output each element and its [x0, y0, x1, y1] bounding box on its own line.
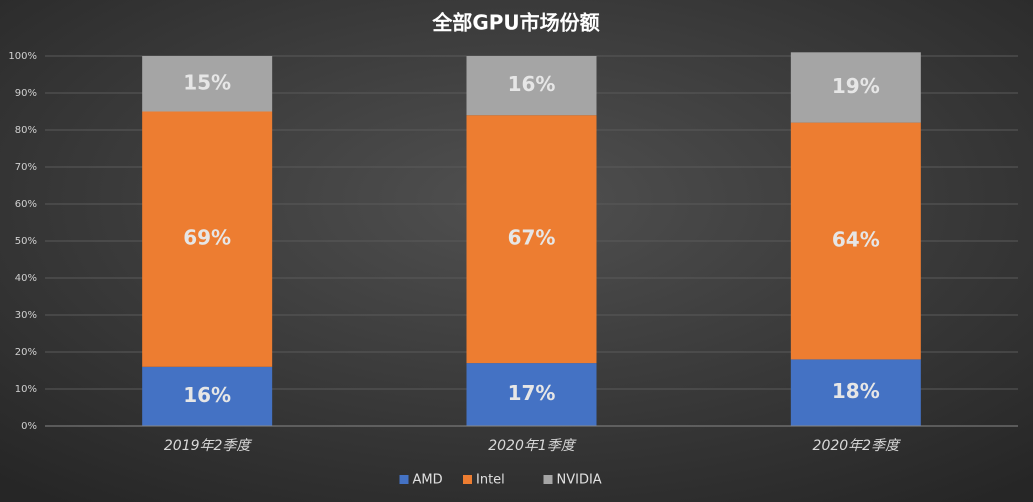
data-label: 17% [508, 381, 556, 405]
x-tick-label: 2019年2季度 [164, 438, 253, 454]
y-tick-label: 40% [15, 273, 37, 284]
data-label: 64% [832, 228, 880, 252]
y-tick-label: 20% [15, 347, 37, 358]
data-label: 19% [832, 74, 880, 98]
y-tick-label: 80% [15, 125, 37, 136]
legend-label: Intel [476, 473, 505, 488]
x-tick-label: 2020年2季度 [813, 438, 902, 454]
y-tick-label: 90% [15, 88, 37, 99]
y-tick-label: 70% [15, 162, 37, 173]
y-tick-label: 50% [15, 236, 37, 247]
x-tick-label: 2020年1季度 [488, 438, 577, 454]
data-label: 67% [508, 226, 556, 250]
bar-segment [142, 366, 273, 426]
data-label: 18% [832, 379, 880, 403]
y-tick-label: 60% [15, 199, 37, 210]
bar-segment [790, 359, 921, 426]
bar-segment [466, 115, 597, 364]
data-label: 15% [183, 70, 231, 94]
legend-swatch [463, 475, 472, 484]
y-tick-label: 0% [21, 421, 37, 432]
chart-title: 全部GPU市场份额 [431, 11, 599, 35]
y-tick-label: 10% [15, 384, 37, 395]
legend-label: NVIDIA [557, 473, 602, 488]
legend-swatch [543, 475, 553, 484]
bar-segment [790, 52, 921, 123]
legend-label: AMD [413, 473, 443, 488]
data-label: 16% [508, 72, 556, 96]
data-label: 69% [183, 226, 231, 250]
bar-segment [142, 56, 273, 112]
bar-segment [466, 363, 597, 426]
bar-segment [790, 122, 921, 360]
data-label: 16% [183, 383, 231, 407]
y-tick-label: 30% [15, 310, 37, 321]
y-tick-label: 100% [8, 51, 37, 62]
legend-swatch [399, 475, 409, 484]
bar-segment [466, 56, 597, 116]
bar-segment [142, 111, 273, 367]
